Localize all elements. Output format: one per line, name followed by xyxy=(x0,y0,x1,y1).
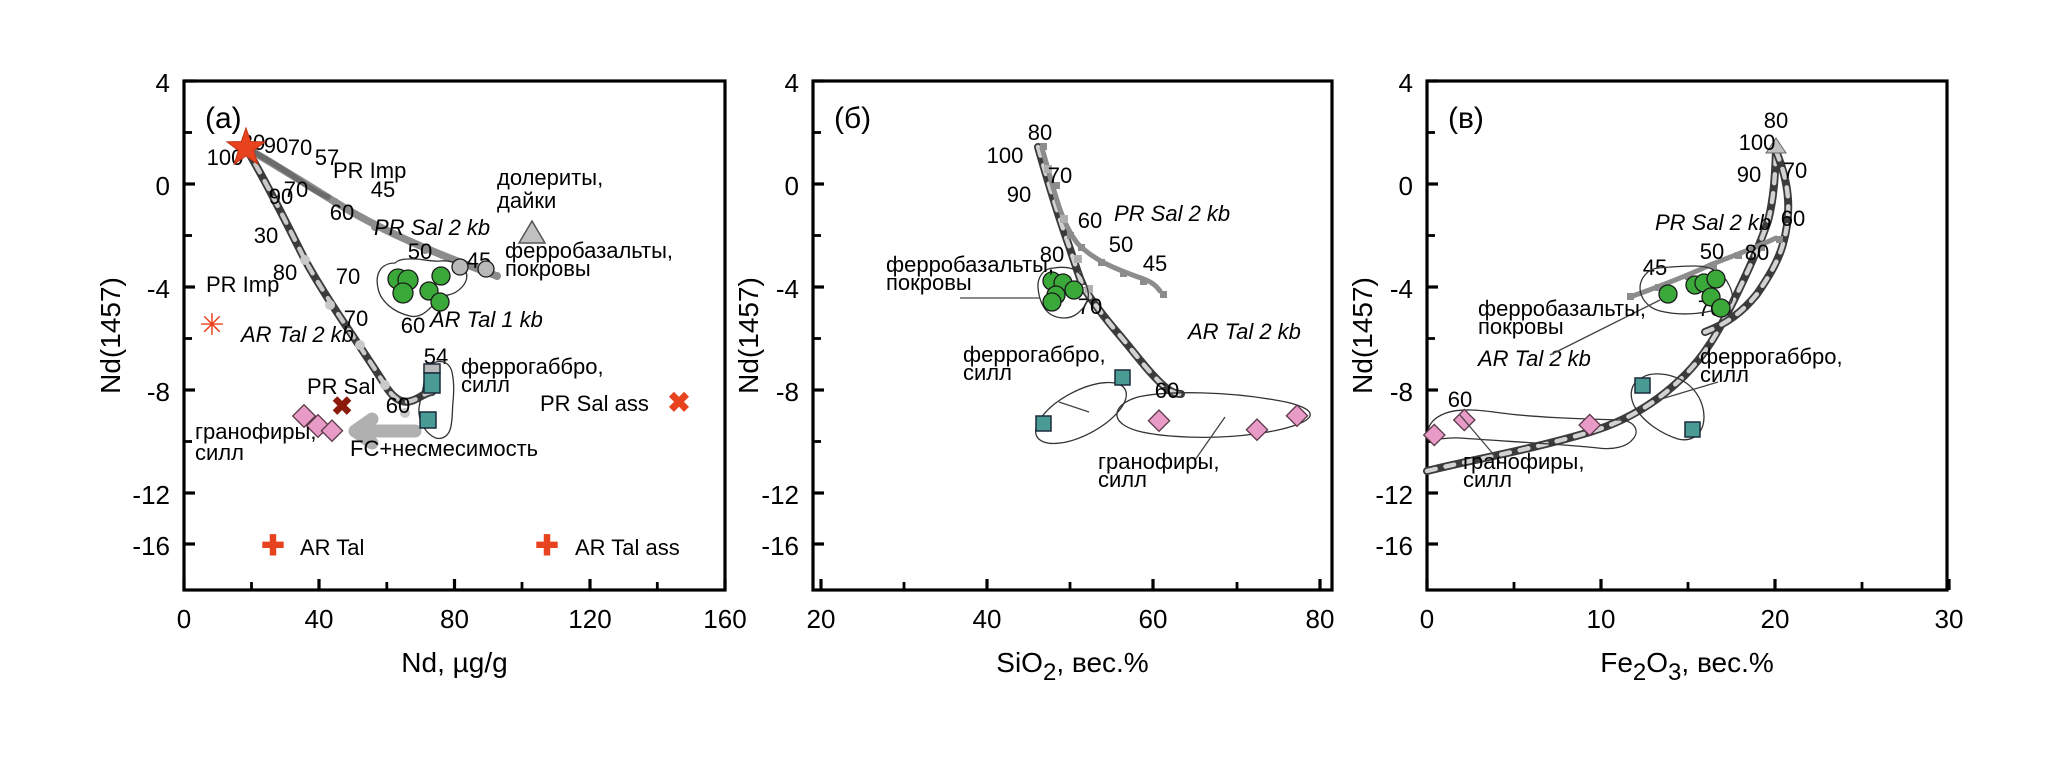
svg-text:0: 0 xyxy=(177,604,191,634)
svg-text:60: 60 xyxy=(330,200,354,225)
svg-text:покровы: покровы xyxy=(886,270,972,295)
svg-text:долериты,: долериты, xyxy=(497,165,603,190)
svg-text:50: 50 xyxy=(1109,232,1133,257)
svg-text:30: 30 xyxy=(254,223,278,248)
svg-text:90: 90 xyxy=(264,133,288,158)
svg-text:PR Imp: PR Imp xyxy=(206,272,279,297)
svg-text:20: 20 xyxy=(807,604,836,634)
svg-text:(a): (a) xyxy=(205,102,242,135)
svg-text:90: 90 xyxy=(1737,162,1761,187)
svg-text:60: 60 xyxy=(1448,387,1472,412)
svg-text:70: 70 xyxy=(1783,158,1807,183)
svg-text:AR Tal 2 kb: AR Tal 2 kb xyxy=(239,322,354,347)
svg-text:160: 160 xyxy=(703,604,746,634)
svg-text:(в): (в) xyxy=(1448,102,1484,135)
svg-text:100: 100 xyxy=(1739,130,1776,155)
svg-text:-4: -4 xyxy=(147,274,170,304)
svg-text:силл: силл xyxy=(963,360,1012,385)
svg-text:AR Tal ass: AR Tal ass xyxy=(575,535,680,560)
svg-text:60: 60 xyxy=(1139,604,1168,634)
svg-text:-12: -12 xyxy=(761,480,799,510)
svg-text:60: 60 xyxy=(1781,206,1805,231)
svg-text:PR Sal 2 kb: PR Sal 2 kb xyxy=(1655,210,1771,235)
svg-text:10: 10 xyxy=(1587,604,1616,634)
svg-text:AR Tal 2 kb: AR Tal 2 kb xyxy=(1186,319,1301,344)
svg-text:-8: -8 xyxy=(147,377,170,407)
svg-text:60: 60 xyxy=(1155,378,1179,403)
svg-text:Nd(1457): Nd(1457) xyxy=(95,277,126,394)
svg-text:40: 40 xyxy=(973,604,1002,634)
svg-text:100: 100 xyxy=(987,143,1024,168)
svg-text:PR Sal ass: PR Sal ass xyxy=(540,391,649,416)
svg-text:80: 80 xyxy=(1745,240,1769,265)
svg-text:✚: ✚ xyxy=(261,530,284,561)
svg-text:силл: силл xyxy=(1098,467,1147,492)
svg-text:-4: -4 xyxy=(776,274,799,304)
svg-text:силл: силл xyxy=(1700,362,1749,387)
svg-text:70: 70 xyxy=(1078,294,1102,319)
svg-text:4: 4 xyxy=(1399,68,1413,98)
svg-text:-16: -16 xyxy=(132,531,170,561)
svg-text:✖: ✖ xyxy=(667,387,690,418)
svg-text:30: 30 xyxy=(1935,604,1964,634)
svg-text:60: 60 xyxy=(386,393,410,418)
svg-text:20: 20 xyxy=(1761,604,1790,634)
svg-text:-16: -16 xyxy=(1375,531,1413,561)
svg-text:-8: -8 xyxy=(1390,377,1413,407)
svg-text:-12: -12 xyxy=(1375,480,1413,510)
svg-text:Nd(1457): Nd(1457) xyxy=(1347,277,1378,394)
svg-text:80: 80 xyxy=(440,604,469,634)
svg-text:-8: -8 xyxy=(776,377,799,407)
svg-text:40: 40 xyxy=(305,604,334,634)
svg-text:силл: силл xyxy=(1463,467,1512,492)
svg-text:50: 50 xyxy=(1700,239,1724,264)
svg-text:70: 70 xyxy=(288,135,312,160)
svg-text:120: 120 xyxy=(568,604,611,634)
svg-text:70: 70 xyxy=(1048,163,1072,188)
svg-text:покровы: покровы xyxy=(1478,314,1564,339)
svg-text:PR Sal 2 kb: PR Sal 2 kb xyxy=(1114,201,1230,226)
svg-text:FC+несмесимость: FC+несмесимость xyxy=(350,436,538,461)
svg-text:0: 0 xyxy=(156,171,170,201)
svg-text:Nd(1457): Nd(1457) xyxy=(733,277,764,394)
svg-text:AR Tal: AR Tal xyxy=(300,535,364,560)
svg-text:Nd, µg/g: Nd, µg/g xyxy=(401,647,507,678)
svg-text:✚: ✚ xyxy=(535,530,558,561)
svg-text:PR Sal 2 kb: PR Sal 2 kb xyxy=(374,215,490,240)
svg-text:90: 90 xyxy=(1007,182,1031,207)
svg-text:60: 60 xyxy=(1078,208,1102,233)
svg-text:-4: -4 xyxy=(1390,274,1413,304)
svg-text:-16: -16 xyxy=(761,531,799,561)
svg-text:0: 0 xyxy=(785,171,799,201)
svg-text:80: 80 xyxy=(1306,604,1335,634)
svg-text:70: 70 xyxy=(284,177,308,202)
svg-text:силл: силл xyxy=(461,372,510,397)
svg-text:45: 45 xyxy=(1143,251,1167,276)
svg-text:AR Tal 2 kb: AR Tal 2 kb xyxy=(1476,346,1591,371)
svg-text:4: 4 xyxy=(156,68,170,98)
svg-text:✳: ✳ xyxy=(199,309,224,342)
svg-text:-12: -12 xyxy=(132,480,170,510)
svg-text:0: 0 xyxy=(1399,171,1413,201)
svg-text:PR Imp: PR Imp xyxy=(333,158,406,183)
svg-text:дайки: дайки xyxy=(497,188,556,213)
svg-text:PR Sal: PR Sal xyxy=(307,374,375,399)
svg-text:(б): (б) xyxy=(834,102,871,135)
svg-text:AR Tal 1 kb: AR Tal 1 kb xyxy=(428,307,543,332)
svg-text:70: 70 xyxy=(336,264,360,289)
svg-text:0: 0 xyxy=(1420,604,1434,634)
svg-text:силл: силл xyxy=(195,440,244,465)
svg-text:4: 4 xyxy=(785,68,799,98)
svg-text:покровы: покровы xyxy=(505,256,591,281)
svg-text:80: 80 xyxy=(1028,120,1052,145)
